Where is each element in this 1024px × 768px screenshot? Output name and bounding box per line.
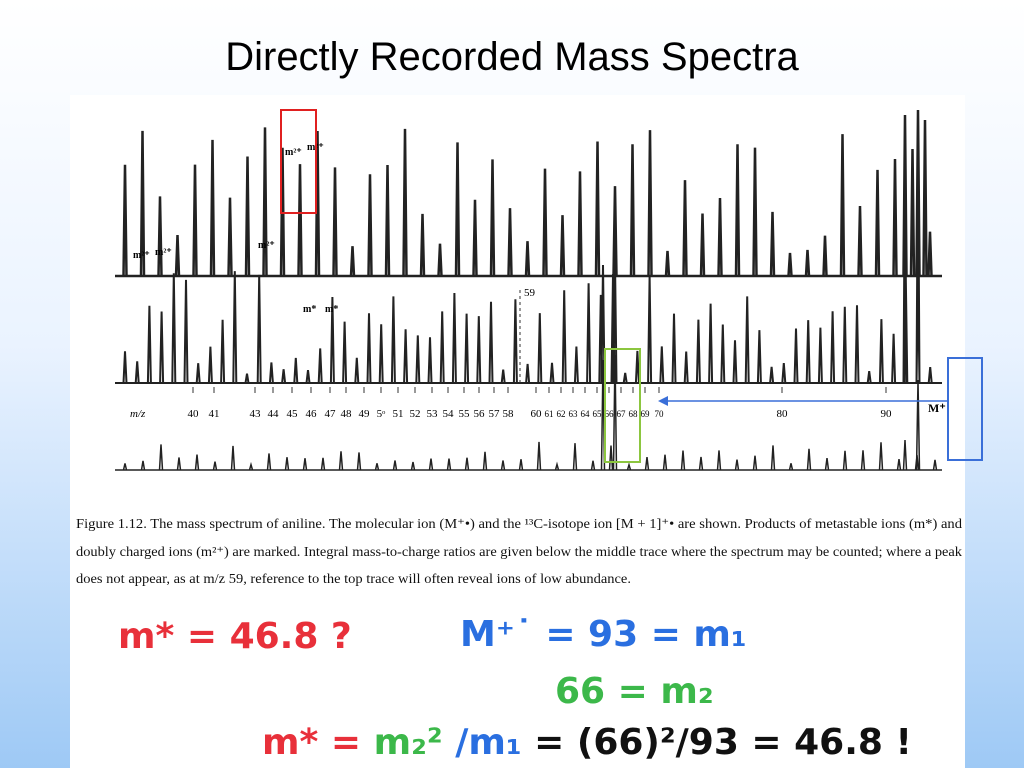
tick-label: 46 (306, 408, 318, 420)
formula-part: m₂² (374, 722, 443, 763)
tick-label: 69 (641, 409, 651, 419)
tick-label: 61 (545, 409, 554, 419)
tick-label: 53 (427, 408, 439, 420)
caption-line: Figure 1.12. The mass spectrum of anilin… (76, 516, 962, 531)
tick-label: 48 (341, 408, 353, 420)
highlight-box (604, 348, 641, 463)
note-daughter: 66 = m₂ (555, 671, 714, 712)
tick-label: 60 (531, 408, 543, 420)
doubly-charged-label: m²⁺ (133, 250, 150, 261)
tick-label: 58 (503, 408, 515, 420)
arrow-head (658, 396, 668, 406)
marked-mass: 59 (524, 287, 536, 299)
note-question: m* = 46.8 ? (118, 616, 352, 657)
axis-label: m/z (130, 408, 146, 420)
tick-label: 62 (557, 409, 566, 419)
trace (115, 139, 942, 384)
slide-title: Directly Recorded Mass Spectra (225, 35, 799, 79)
tick-label: 80 (777, 408, 789, 420)
tick-label: 70 (655, 409, 665, 419)
tick-label: 68 (629, 409, 639, 419)
doubly-charged-label: m²⁺ (285, 147, 302, 158)
tick-label: 67 (617, 409, 627, 419)
tick-labels: 40 41 43 44 45 46 47 48 49 5ᵒ 51 52 53 54 55 56 57 58 60 61… (188, 387, 893, 420)
tick-label: 66 (605, 409, 615, 419)
highlight-box (947, 357, 983, 461)
formula-part: /m₁ (455, 722, 521, 763)
metastable-label: m* (303, 304, 316, 315)
tick-label: 54 (443, 408, 455, 420)
tick-label: 43 (250, 408, 262, 420)
trace (115, 109, 942, 278)
tick-label: 52 (410, 408, 421, 420)
tick-label: 49 (359, 408, 371, 420)
tick-label: 5ᵒ (377, 408, 386, 420)
doubly-charged-label: m²⁺ (258, 240, 275, 251)
note-parent: M⁺˙ = 93 = m₁ (460, 614, 747, 655)
tick-label: 65 (593, 409, 603, 419)
molecular-ion: M⁺ (928, 401, 946, 415)
note-formula: m* = m₂² /m₁ = (66)²/93 = 46.8 ! (262, 722, 912, 763)
caption-line: does not appear, as at m/z 59, reference… (76, 571, 631, 586)
tick-label: 44 (268, 408, 280, 420)
doubly-charged-label: m²⁺ (155, 247, 172, 258)
caption-line: doubly charged ions (m²⁺) are marked. In… (76, 544, 962, 559)
tick-label: 56 (474, 408, 486, 420)
tick-label: 64 (581, 409, 591, 419)
spectrum-traces (115, 109, 942, 471)
tick-label: 51 (393, 408, 404, 420)
trace (115, 354, 942, 471)
tick-label: 41 (209, 408, 220, 420)
tick-label: 57 (489, 408, 501, 420)
tick-label: 40 (188, 408, 200, 420)
tick-label: 45 (287, 408, 299, 420)
figure-panel (70, 95, 965, 768)
tick-label: 90 (881, 408, 893, 420)
tick-label: 55 (459, 408, 471, 420)
highlight-box (280, 109, 317, 214)
formula-part: m* = (262, 722, 361, 763)
formula-part: = (66)²/93 = 46.8 ! (534, 722, 912, 763)
tick-label: 47 (325, 408, 337, 420)
metastable-label: m* (325, 304, 338, 315)
tick-label: 63 (569, 409, 579, 419)
